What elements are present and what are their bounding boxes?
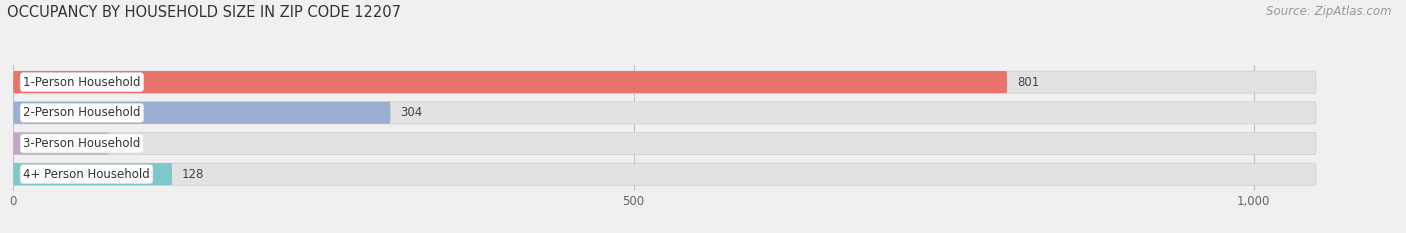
FancyBboxPatch shape bbox=[13, 102, 391, 124]
Text: 304: 304 bbox=[401, 106, 423, 119]
Text: 77: 77 bbox=[118, 137, 134, 150]
FancyBboxPatch shape bbox=[13, 163, 172, 185]
Text: 801: 801 bbox=[1017, 76, 1039, 89]
FancyBboxPatch shape bbox=[13, 163, 1316, 185]
Text: 128: 128 bbox=[181, 168, 204, 181]
Text: OCCUPANCY BY HOUSEHOLD SIZE IN ZIP CODE 12207: OCCUPANCY BY HOUSEHOLD SIZE IN ZIP CODE … bbox=[7, 5, 401, 20]
Text: Source: ZipAtlas.com: Source: ZipAtlas.com bbox=[1267, 5, 1392, 18]
Text: 1-Person Household: 1-Person Household bbox=[22, 76, 141, 89]
FancyBboxPatch shape bbox=[13, 71, 1007, 93]
FancyBboxPatch shape bbox=[13, 102, 1316, 124]
FancyBboxPatch shape bbox=[13, 71, 1316, 93]
Text: 4+ Person Household: 4+ Person Household bbox=[22, 168, 150, 181]
Text: 2-Person Household: 2-Person Household bbox=[22, 106, 141, 119]
FancyBboxPatch shape bbox=[13, 132, 108, 154]
Text: 3-Person Household: 3-Person Household bbox=[22, 137, 141, 150]
FancyBboxPatch shape bbox=[13, 132, 1316, 154]
